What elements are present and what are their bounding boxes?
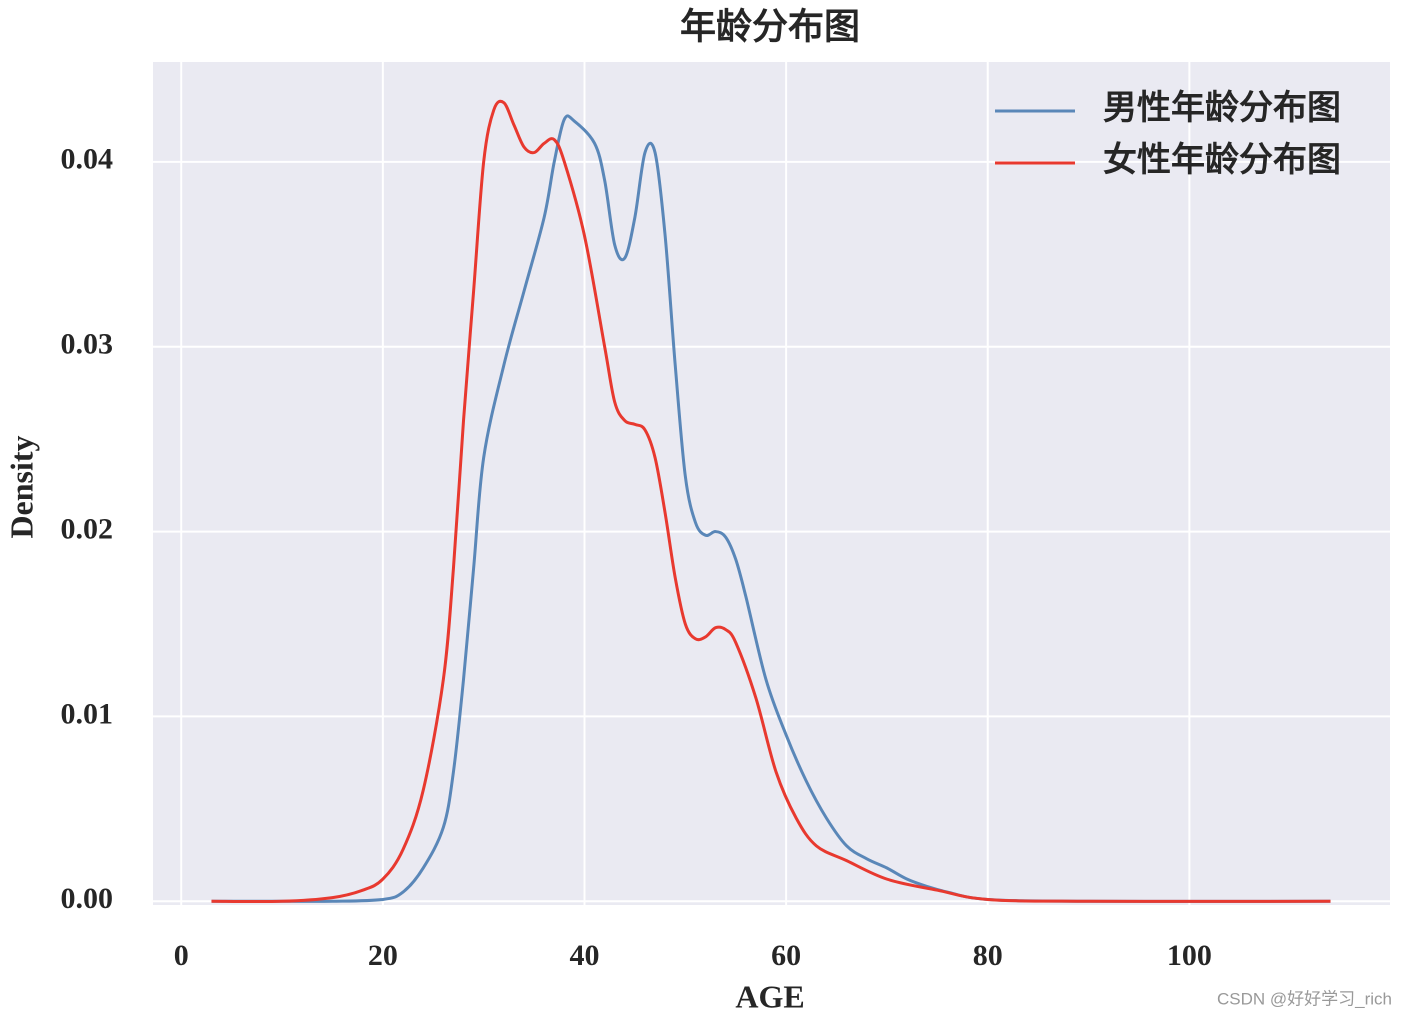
chart-title: 年龄分布图 [680, 6, 860, 46]
x-tick-label: 40 [569, 939, 599, 972]
x-tick-label: 60 [771, 939, 801, 972]
y-tick-label: 0.02 [61, 512, 114, 545]
line-series [211, 99, 1331, 904]
x-tick-label: 80 [973, 939, 1003, 972]
y-tick-label: 0.01 [61, 697, 114, 730]
legend-label: 男性年龄分布图 [1103, 89, 1341, 127]
watermark: CSDN @好好学习_rich [1217, 989, 1392, 1008]
legend-label: 女性年龄分布图 [1103, 140, 1341, 179]
y-tick-label: 0.00 [61, 882, 114, 915]
y-axis-label: Density [3, 435, 39, 538]
x-tick-label: 100 [1167, 939, 1212, 972]
x-tick-label: 0 [174, 939, 189, 972]
y-tick-label: 0.03 [61, 328, 114, 361]
x-tick-label: 20 [368, 939, 398, 972]
plot-area [153, 62, 1390, 905]
line-series [211, 114, 1331, 903]
x-axis-label: AGE [735, 978, 804, 1014]
y-tick-label: 0.04 [61, 143, 114, 176]
